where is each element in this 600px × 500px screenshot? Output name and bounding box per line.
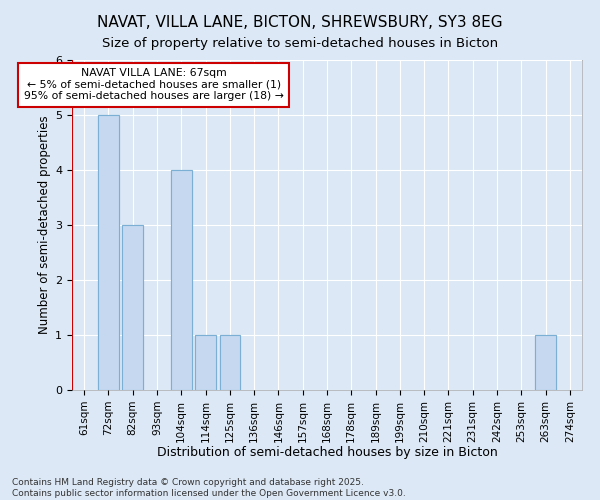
Bar (220, 335, 240, 390)
Text: Size of property relative to semi-detached houses in Bicton: Size of property relative to semi-detach… (102, 38, 498, 51)
Text: NAVAT, VILLA LANE, BICTON, SHREWSBURY, SY3 8EG: NAVAT, VILLA LANE, BICTON, SHREWSBURY, S… (97, 15, 503, 30)
Bar (122, 225, 143, 390)
Text: NAVAT VILLA LANE: 67sqm
← 5% of semi-detached houses are smaller (1)
95% of semi: NAVAT VILLA LANE: 67sqm ← 5% of semi-det… (23, 68, 284, 102)
Bar (535, 335, 556, 390)
Bar (122, 225, 143, 390)
Text: Contains HM Land Registry data © Crown copyright and database right 2025.
Contai: Contains HM Land Registry data © Crown c… (12, 478, 406, 498)
Bar (195, 335, 216, 390)
Bar (195, 335, 216, 390)
X-axis label: Distribution of semi-detached houses by size in Bicton: Distribution of semi-detached houses by … (157, 446, 497, 459)
Bar (171, 170, 191, 390)
Bar (535, 335, 556, 390)
Y-axis label: Number of semi-detached properties: Number of semi-detached properties (38, 116, 51, 334)
Bar (98, 115, 119, 390)
Bar (171, 170, 191, 390)
Bar (220, 335, 240, 390)
Bar (98, 115, 119, 390)
